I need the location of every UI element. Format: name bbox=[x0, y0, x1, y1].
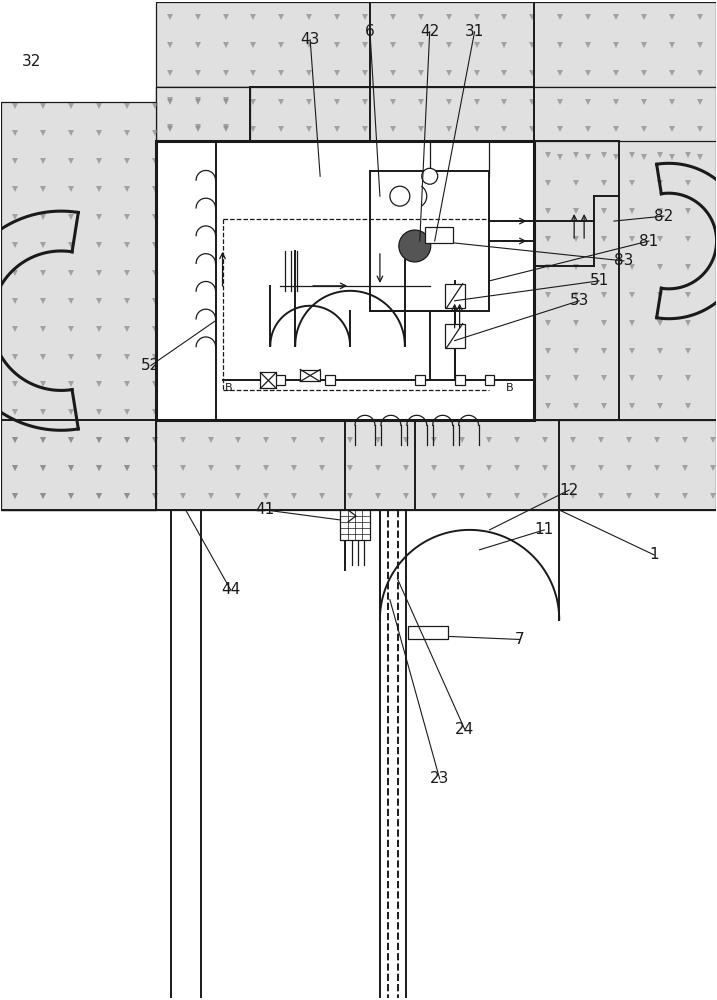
Bar bbox=[156, 87, 250, 141]
Text: B: B bbox=[505, 383, 513, 393]
Text: 32: 32 bbox=[22, 54, 41, 69]
Text: 12: 12 bbox=[559, 483, 579, 498]
Bar bbox=[445, 324, 465, 348]
Text: 51: 51 bbox=[589, 273, 609, 288]
Text: B: B bbox=[224, 383, 232, 393]
Text: 43: 43 bbox=[300, 32, 320, 47]
Text: 44: 44 bbox=[221, 582, 240, 597]
Text: 23: 23 bbox=[430, 771, 450, 786]
Bar bbox=[414, 375, 424, 385]
Circle shape bbox=[390, 186, 410, 206]
Bar bbox=[156, 2, 716, 87]
Bar bbox=[534, 141, 716, 420]
Bar bbox=[455, 375, 465, 385]
Text: 1: 1 bbox=[649, 547, 659, 562]
Text: 83: 83 bbox=[614, 253, 634, 268]
Bar bbox=[1, 102, 156, 510]
Bar bbox=[340, 510, 370, 540]
Circle shape bbox=[399, 230, 431, 262]
Text: 31: 31 bbox=[465, 24, 484, 39]
Text: 53: 53 bbox=[569, 293, 589, 308]
Text: 6: 6 bbox=[365, 24, 375, 39]
Text: 24: 24 bbox=[455, 722, 474, 737]
Bar bbox=[275, 375, 285, 385]
Circle shape bbox=[422, 168, 437, 184]
Text: 41: 41 bbox=[256, 502, 275, 517]
Bar bbox=[424, 227, 452, 243]
Bar bbox=[156, 141, 534, 420]
Bar bbox=[445, 284, 465, 308]
Text: 11: 11 bbox=[535, 522, 554, 537]
Bar bbox=[485, 375, 495, 385]
Bar bbox=[408, 626, 447, 639]
Text: 42: 42 bbox=[420, 24, 440, 39]
Bar bbox=[156, 87, 716, 171]
Bar bbox=[300, 370, 320, 381]
Text: 7: 7 bbox=[515, 632, 524, 647]
Text: 81: 81 bbox=[640, 234, 658, 249]
Bar bbox=[370, 171, 490, 311]
Text: 52: 52 bbox=[141, 358, 161, 373]
Bar bbox=[1, 420, 716, 510]
Bar bbox=[260, 372, 276, 388]
Text: 82: 82 bbox=[654, 209, 673, 224]
Bar bbox=[325, 375, 335, 385]
